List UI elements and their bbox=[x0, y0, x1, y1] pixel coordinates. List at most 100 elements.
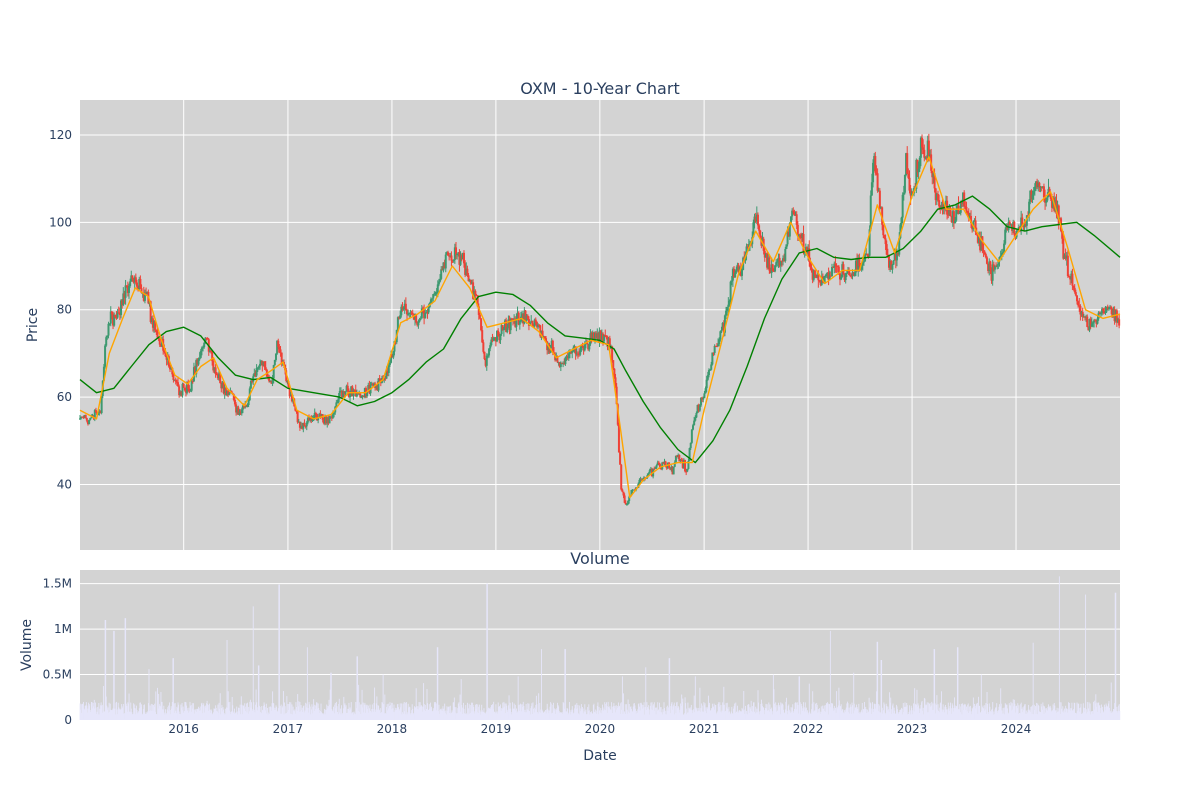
volume-bar bbox=[318, 709, 320, 720]
candle-body bbox=[319, 413, 322, 417]
volume-bar bbox=[571, 706, 573, 720]
candle-body bbox=[210, 350, 213, 352]
candle-body bbox=[423, 310, 426, 319]
volume-bar bbox=[321, 713, 323, 720]
volume-bar bbox=[382, 702, 384, 720]
candle-body bbox=[1034, 181, 1037, 187]
candle-body bbox=[384, 378, 387, 380]
volume-bar bbox=[559, 712, 561, 720]
candle-body bbox=[485, 355, 488, 366]
volume-bar bbox=[699, 687, 701, 720]
volume-bar bbox=[433, 702, 435, 720]
volume-bar bbox=[601, 713, 603, 720]
volume-bar bbox=[158, 693, 160, 720]
volume-bar bbox=[346, 712, 348, 720]
volume-bar bbox=[293, 711, 295, 720]
volume-bar bbox=[334, 704, 336, 720]
volume-bar bbox=[967, 703, 969, 720]
volume-bar bbox=[103, 711, 105, 720]
volume-bar bbox=[375, 711, 377, 720]
volume-bar bbox=[267, 707, 268, 720]
candle-body bbox=[243, 405, 246, 408]
volume-bar bbox=[459, 694, 461, 720]
candle-body bbox=[1069, 276, 1072, 280]
volume-bar bbox=[909, 710, 911, 720]
candle-body bbox=[239, 411, 242, 414]
volume-bar bbox=[104, 620, 106, 720]
candle-body bbox=[145, 292, 148, 294]
candle-body bbox=[488, 348, 491, 356]
candle-body bbox=[647, 473, 650, 476]
candle-body bbox=[808, 248, 811, 262]
candle-body bbox=[221, 382, 224, 389]
volume-bar bbox=[467, 702, 468, 720]
candle-body bbox=[270, 380, 273, 384]
volume-bar bbox=[347, 709, 349, 720]
candle-body bbox=[851, 272, 854, 277]
volume-bar bbox=[1040, 703, 1042, 720]
volume-bar bbox=[434, 703, 436, 720]
candle-body bbox=[594, 333, 597, 339]
candle-body bbox=[780, 260, 783, 262]
volume-bar bbox=[210, 712, 211, 720]
volume-bar bbox=[1102, 706, 1104, 720]
volume-bar bbox=[220, 714, 222, 720]
candle-body bbox=[345, 385, 348, 392]
candle-body bbox=[130, 275, 133, 282]
volume-bar bbox=[851, 702, 853, 720]
volume-bar bbox=[1074, 713, 1076, 720]
volume-bar bbox=[715, 714, 717, 720]
candle-body bbox=[878, 190, 881, 209]
volume-bar bbox=[248, 711, 250, 720]
volume-bar bbox=[538, 711, 540, 720]
volume-bar bbox=[654, 710, 656, 720]
volume-bar bbox=[321, 712, 323, 720]
candle-body bbox=[434, 293, 437, 295]
candle-body bbox=[1009, 224, 1012, 226]
volume-bar bbox=[240, 696, 242, 720]
candle-body bbox=[1030, 190, 1033, 200]
volume-bar bbox=[870, 703, 872, 720]
volume-bar bbox=[737, 712, 739, 720]
volume-bar bbox=[428, 704, 430, 720]
candle-body bbox=[631, 489, 634, 491]
volume-bar bbox=[963, 703, 965, 720]
volume-bar bbox=[830, 707, 832, 720]
volume-bar bbox=[526, 712, 528, 720]
volume-bar bbox=[123, 713, 125, 720]
volume-bar bbox=[723, 686, 725, 720]
volume-bar bbox=[380, 712, 382, 720]
volume-bar bbox=[300, 705, 302, 720]
volume-bar bbox=[181, 702, 183, 720]
candle-body bbox=[214, 367, 217, 375]
volume-bar bbox=[280, 704, 282, 720]
volume-bar bbox=[794, 703, 796, 720]
volume-bar bbox=[828, 714, 830, 720]
candle-body bbox=[916, 159, 919, 173]
candle-body bbox=[100, 396, 103, 414]
volume-bar bbox=[848, 707, 850, 720]
volume-bar bbox=[1031, 713, 1033, 720]
candle-body bbox=[769, 270, 772, 273]
volume-bar bbox=[339, 712, 341, 720]
volume-bar bbox=[780, 702, 782, 720]
volume-bar bbox=[506, 705, 508, 720]
candle-body bbox=[140, 288, 143, 294]
volume-bar bbox=[563, 703, 565, 720]
candle-body bbox=[944, 200, 947, 210]
candle-body bbox=[292, 398, 295, 402]
volume-bar bbox=[199, 706, 201, 720]
candle-body bbox=[941, 204, 944, 209]
volume-bar bbox=[974, 703, 975, 720]
candle-body bbox=[782, 258, 785, 262]
volume-bar bbox=[799, 676, 801, 720]
volume-bar bbox=[391, 702, 393, 720]
volume-bar bbox=[539, 712, 541, 720]
volume-bar bbox=[872, 702, 873, 720]
volume-bar bbox=[986, 713, 987, 720]
candle-body bbox=[176, 382, 179, 387]
volume-bar bbox=[316, 702, 317, 720]
volume-bar bbox=[457, 703, 459, 720]
candle-body bbox=[685, 471, 688, 473]
candle-body bbox=[360, 396, 363, 398]
